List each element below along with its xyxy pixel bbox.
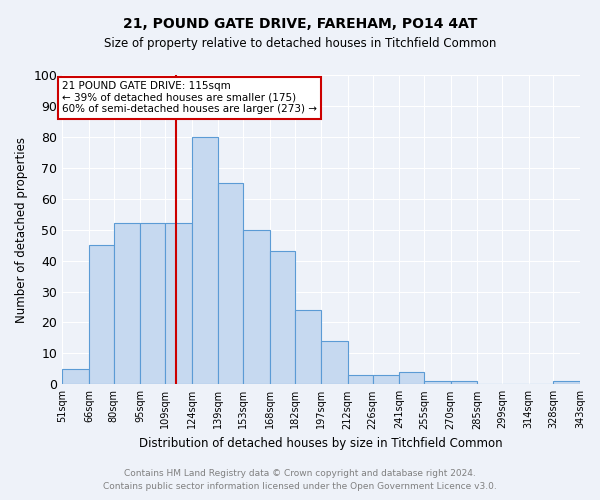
Bar bbox=[165, 224, 192, 384]
Text: 21, POUND GATE DRIVE, FAREHAM, PO14 4AT: 21, POUND GATE DRIVE, FAREHAM, PO14 4AT bbox=[123, 18, 477, 32]
Text: Contains public sector information licensed under the Open Government Licence v3: Contains public sector information licen… bbox=[103, 482, 497, 491]
Bar bbox=[140, 224, 165, 384]
Bar bbox=[424, 381, 451, 384]
Bar bbox=[399, 372, 424, 384]
Bar bbox=[89, 245, 114, 384]
Bar bbox=[295, 310, 321, 384]
Bar bbox=[243, 230, 270, 384]
Bar bbox=[114, 224, 140, 384]
Bar bbox=[62, 369, 89, 384]
X-axis label: Distribution of detached houses by size in Titchfield Common: Distribution of detached houses by size … bbox=[139, 437, 503, 450]
Bar bbox=[451, 381, 477, 384]
Text: 21 POUND GATE DRIVE: 115sqm
← 39% of detached houses are smaller (175)
60% of se: 21 POUND GATE DRIVE: 115sqm ← 39% of det… bbox=[62, 81, 317, 114]
Text: Size of property relative to detached houses in Titchfield Common: Size of property relative to detached ho… bbox=[104, 38, 496, 51]
Bar bbox=[373, 375, 399, 384]
Bar bbox=[553, 381, 580, 384]
Bar bbox=[348, 375, 373, 384]
Bar bbox=[270, 252, 295, 384]
Bar bbox=[192, 137, 218, 384]
Bar bbox=[321, 341, 348, 384]
Text: Contains HM Land Registry data © Crown copyright and database right 2024.: Contains HM Land Registry data © Crown c… bbox=[124, 468, 476, 477]
Y-axis label: Number of detached properties: Number of detached properties bbox=[15, 136, 28, 322]
Bar bbox=[218, 184, 243, 384]
